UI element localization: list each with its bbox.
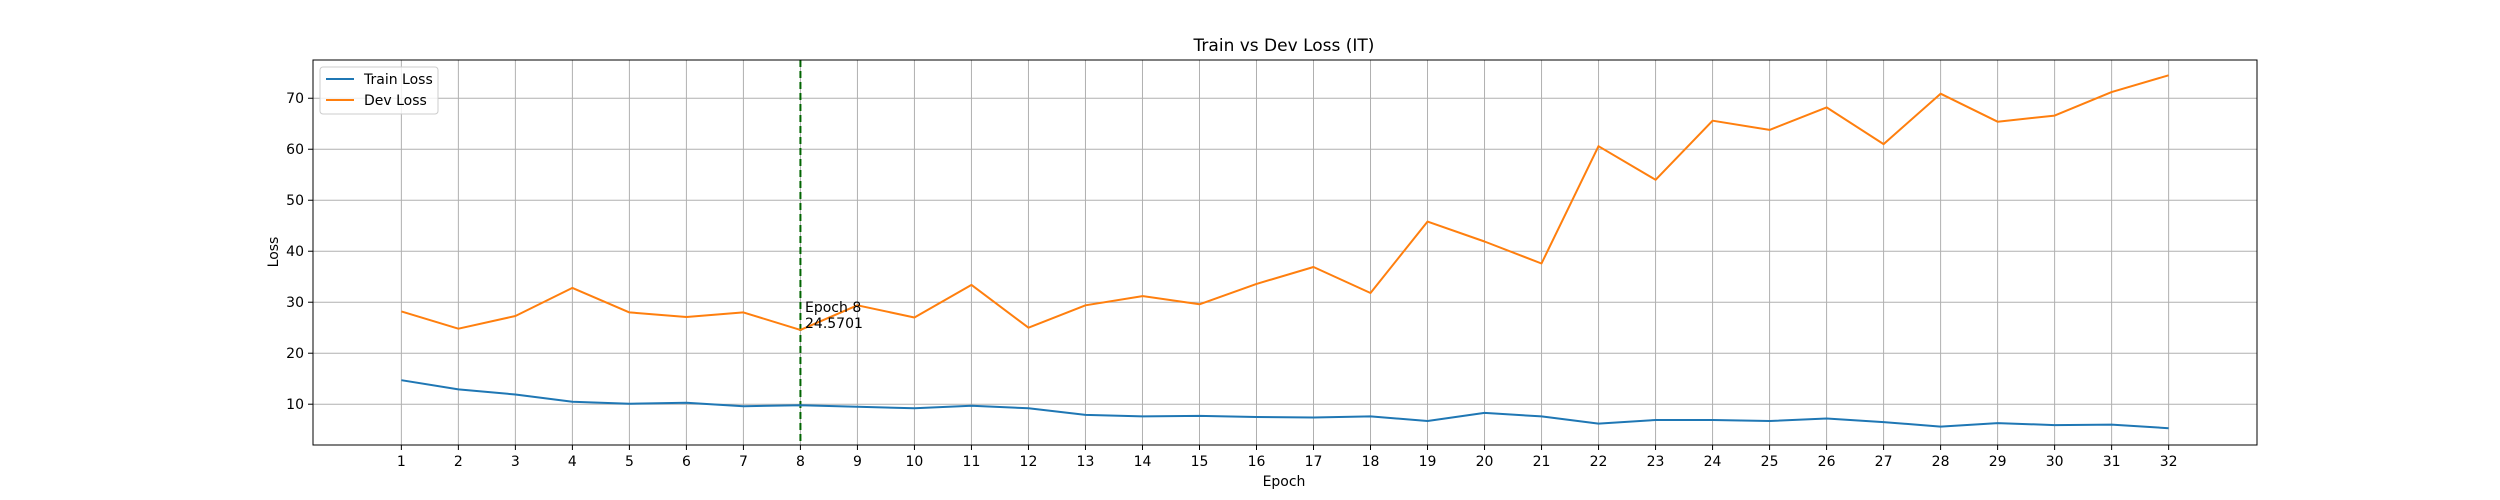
legend-label-train: Train Loss <box>363 72 433 88</box>
x-tick-label: 14 <box>1134 454 1152 470</box>
x-tick-label: 19 <box>1419 454 1437 470</box>
x-tick-label: 8 <box>796 454 805 470</box>
x-tick-label: 24 <box>1704 454 1722 470</box>
x-tick-label: 26 <box>1818 454 1836 470</box>
y-tick-label: 70 <box>286 91 304 107</box>
x-tick-label: 15 <box>1191 454 1209 470</box>
series-lines <box>401 74 2169 430</box>
annotation-value: 24.5701 <box>805 316 863 332</box>
y-tick-label: 60 <box>286 142 304 158</box>
x-tick-label: 25 <box>1761 454 1779 470</box>
x-tick-label: 12 <box>1020 454 1038 470</box>
x-tick-label: 10 <box>906 454 924 470</box>
x-tick-label: 30 <box>2046 454 2064 470</box>
x-tick-label: 16 <box>1248 454 1266 470</box>
y-tick-label: 50 <box>286 193 304 209</box>
x-tick-label: 5 <box>625 454 634 470</box>
y-tick-label: 40 <box>286 244 304 260</box>
x-tick-label: 22 <box>1590 454 1608 470</box>
x-axis-ticks: 1 2 3 4 5 6 7 8 9 10 11 12 13 14 15 16 17 18 19 20 21 22 23 24 2… <box>397 445 2178 470</box>
x-axis-title: Epoch <box>1263 474 1306 490</box>
x-tick-label: 2 <box>454 454 463 470</box>
y-tick-label: 10 <box>286 397 304 413</box>
y-tick-label: 30 <box>286 295 304 311</box>
x-tick-label: 32 <box>2160 454 2178 470</box>
dev-loss-line <box>401 74 2169 331</box>
legend: Train Loss Dev Loss <box>319 66 439 115</box>
x-tick-label: 9 <box>853 454 862 470</box>
x-tick-label: 31 <box>2103 454 2121 470</box>
x-tick-label: 13 <box>1077 454 1095 470</box>
x-tick-label: 21 <box>1533 454 1551 470</box>
x-tick-label: 23 <box>1647 454 1665 470</box>
best-epoch-annotation: Epoch 8 24.5701 <box>805 300 863 332</box>
plot-frame <box>312 59 2258 446</box>
y-tick-label: 20 <box>286 346 304 362</box>
x-tick-label: 1 <box>397 454 406 470</box>
chart-title: Train vs Dev Loss (IT) <box>1193 36 1375 56</box>
legend-label-dev: Dev Loss <box>364 93 427 109</box>
x-tick-label: 4 <box>568 454 577 470</box>
x-tick-label: 28 <box>1932 454 1950 470</box>
x-tick-label: 18 <box>1362 454 1380 470</box>
x-tick-label: 20 <box>1476 454 1494 470</box>
y-axis-ticks: 10 20 30 40 50 60 70 <box>286 91 313 413</box>
y-axis-title: Loss <box>266 237 282 268</box>
x-tick-label: 29 <box>1989 454 2007 470</box>
x-tick-label: 11 <box>963 454 981 470</box>
x-tick-label: 3 <box>511 454 520 470</box>
annotation-epoch: Epoch 8 <box>805 300 861 316</box>
grid-lines <box>313 60 2257 445</box>
x-tick-label: 17 <box>1305 454 1323 470</box>
x-tick-label: 27 <box>1875 454 1893 470</box>
x-tick-label: 6 <box>682 454 691 470</box>
train-loss-line <box>401 379 2169 430</box>
x-tick-label: 7 <box>739 454 748 470</box>
